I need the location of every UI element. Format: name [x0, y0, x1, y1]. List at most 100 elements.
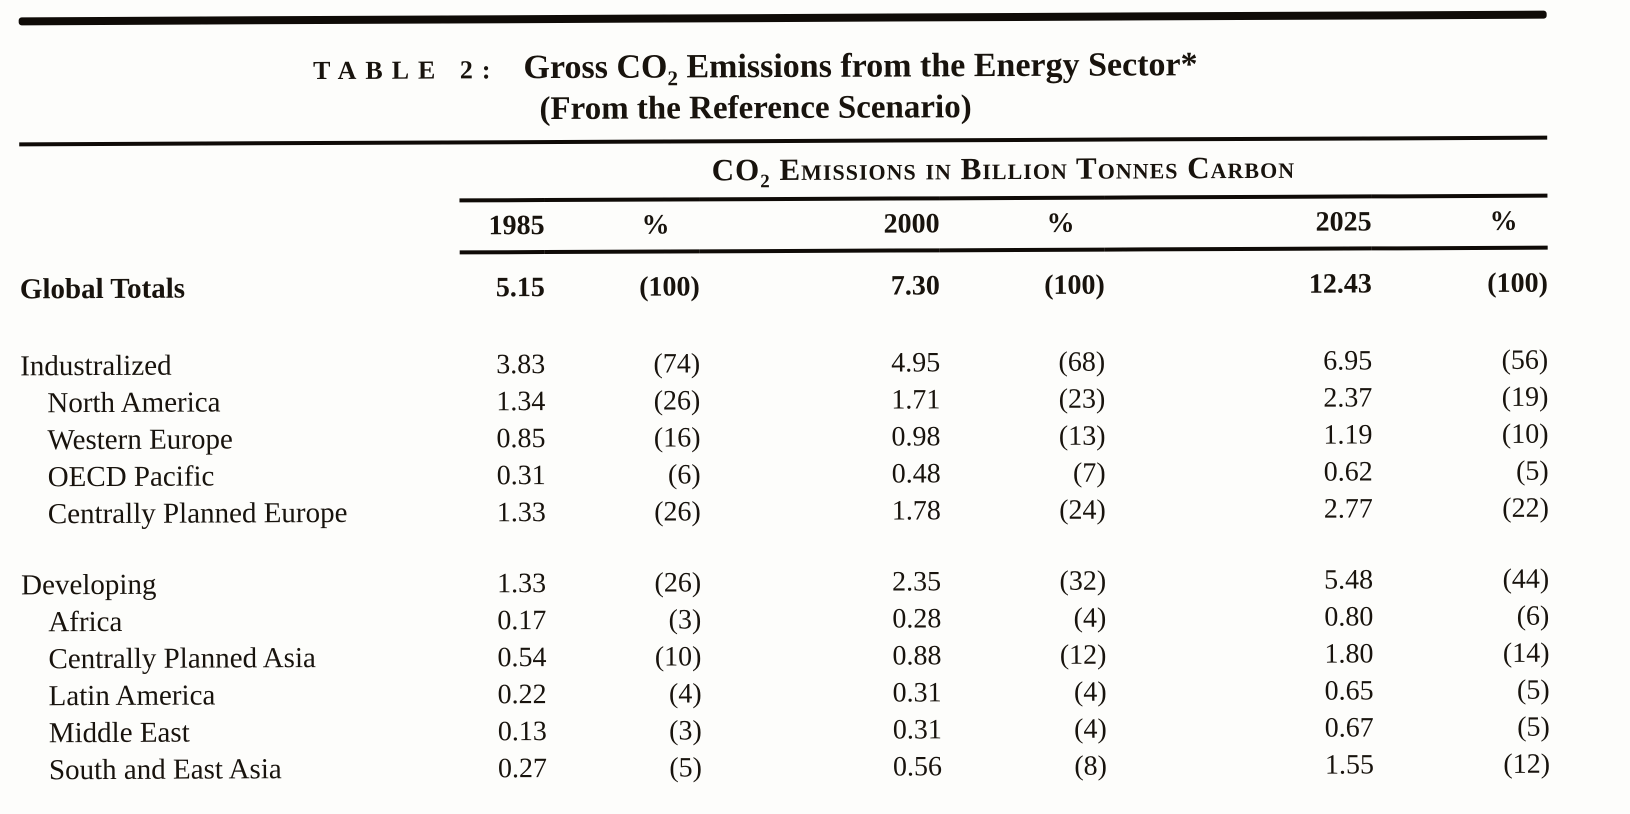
table-cell: (4)	[1073, 602, 1107, 634]
table-subtitle: (From the Reference Scenario)	[539, 88, 972, 127]
table-cell: (5)	[1517, 711, 1550, 743]
table-cell: (74)	[653, 348, 701, 380]
table-cell: (10)	[1501, 418, 1549, 450]
table-cell: 2.35	[892, 566, 942, 598]
table-cell: 0.54	[497, 641, 547, 674]
table-cell: 0.85	[496, 422, 546, 455]
row-label: Centrally Planned Europe	[47, 497, 348, 531]
table-cell: (26)	[654, 496, 701, 528]
table-cell: (5)	[669, 752, 703, 784]
table-row-global-totals: Global Totals 5.15 (100) 7.30 (100) 12.4…	[20, 248, 1548, 311]
co2-subscript: 2	[667, 66, 678, 91]
row-label: South and East Asia	[48, 753, 282, 787]
table-number-label: TABLE 2:	[313, 55, 500, 86]
table-cell: 1.55	[1324, 749, 1375, 781]
table-cell: (7)	[1072, 457, 1106, 489]
table-cell: (12)	[1059, 639, 1107, 671]
column-header-row: 1985 % 2000 % 2025 %	[19, 196, 1548, 255]
table-cell: (22)	[1502, 492, 1549, 524]
empty-cell	[19, 145, 459, 203]
column-header-pct-2000: %	[939, 197, 1105, 251]
table-title: TABLE 2: Gross CO2 Emissions from the Ene…	[19, 44, 1547, 132]
table-cell: 4.95	[891, 347, 941, 379]
column-header-1985: 1985	[459, 200, 545, 253]
column-header-pct-1985: %	[544, 199, 700, 253]
column-header-2000: 2000	[699, 198, 940, 252]
table-content: TABLE 2: Gross CO2 Emissions from the Ene…	[18, 10, 1550, 790]
table-cell: 0.31	[496, 459, 546, 492]
table-cell: 0.31	[892, 714, 942, 746]
table-title-pre: Gross CO	[523, 48, 668, 87]
table-cell: (56)	[1501, 344, 1549, 376]
table-cell: 12.43	[1308, 268, 1372, 301]
table-title-post: Emissions from the Energy Sector*	[677, 46, 1198, 86]
row-label: Centrally Planned Asia	[48, 642, 316, 676]
table-cell: (14)	[1502, 637, 1550, 669]
table-cell: (23)	[1058, 383, 1106, 415]
table-cell: (100)	[1487, 268, 1548, 300]
table-row-south-and-east-asia: South and East Asia 0.27 (5) 0.56 (8) 1.…	[22, 746, 1550, 790]
table-cell: (32)	[1059, 565, 1107, 597]
table-cell: 1.33	[496, 496, 546, 529]
table-cell: 0.62	[1323, 456, 1373, 488]
table-cell: 0.48	[891, 458, 941, 490]
spanner-header: CO2 Emissions in Billion Tonnes Carbon	[459, 140, 1548, 201]
column-header-2025: 2025	[1104, 196, 1372, 250]
table-cell: (8)	[1074, 750, 1108, 782]
table-cell: 0.67	[1324, 712, 1374, 744]
table-cell: 0.80	[1324, 601, 1374, 633]
row-label: Western Europe	[47, 423, 233, 457]
table-cell: 1.80	[1324, 638, 1374, 670]
table-cell: 0.27	[497, 752, 548, 785]
row-label: Industralized	[20, 350, 172, 383]
row-label: OECD Pacific	[47, 460, 215, 494]
table-cell: (16)	[653, 422, 701, 454]
table-cell: 0.88	[892, 640, 942, 672]
spanner-post: Emissions in Billion Tonnes Carbon	[770, 150, 1296, 188]
table-cell: (4)	[668, 678, 702, 710]
table-cell: (5)	[1515, 455, 1549, 487]
spanner-header-row: CO2 Emissions in Billion Tonnes Carbon	[19, 140, 1548, 203]
row-label: Africa	[48, 606, 123, 639]
emissions-table: CO2 Emissions in Billion Tonnes Carbon 1…	[19, 140, 1550, 790]
table-cell: 1.19	[1323, 419, 1373, 451]
table-cell: (100)	[639, 271, 700, 304]
table-cell: 0.65	[1324, 675, 1374, 707]
table-cell: (6)	[667, 459, 701, 491]
co2-subscript: 2	[760, 171, 771, 193]
row-label: North America	[47, 386, 221, 420]
table-cell: 1.71	[891, 384, 941, 416]
table-cell: (3)	[668, 604, 702, 636]
table-cell: 5.15	[495, 272, 545, 304]
table-title-line1: TABLE 2: Gross CO2 Emissions from the Ene…	[19, 44, 1492, 91]
table-cell: 5.48	[1324, 564, 1374, 596]
table-cell: 1.33	[497, 567, 547, 600]
table-cell: (4)	[1073, 676, 1107, 708]
table-cell: 2.37	[1323, 382, 1373, 414]
table-cell: (12)	[1503, 748, 1551, 780]
table-cell: 3.83	[496, 348, 546, 381]
table-cell: (6)	[1516, 600, 1550, 632]
row-label: Latin America	[48, 679, 216, 713]
empty-cell	[19, 201, 459, 255]
table-cell: 1.78	[891, 495, 941, 527]
spacer-row	[20, 304, 1548, 349]
table-cell: 0.56	[892, 751, 943, 783]
table-cell: (26)	[654, 567, 702, 599]
top-rule	[18, 10, 1547, 26]
table-cell: (100)	[1044, 269, 1105, 302]
table-cell: 6.95	[1323, 345, 1373, 377]
table-cell: (68)	[1058, 346, 1106, 378]
table-cell: (24)	[1059, 494, 1106, 526]
row-label: Middle East	[48, 716, 190, 750]
row-label: Global Totals	[19, 272, 186, 306]
table-cell: 0.13	[497, 715, 547, 748]
table-cell: (44)	[1502, 563, 1550, 595]
table-cell: (26)	[653, 385, 701, 417]
table-cell: (13)	[1058, 420, 1106, 452]
column-header-pct-2025: %	[1371, 196, 1548, 249]
table-cell: 0.28	[892, 603, 942, 635]
table-cell: (5)	[1516, 674, 1550, 706]
row-label: Developing	[21, 569, 157, 602]
